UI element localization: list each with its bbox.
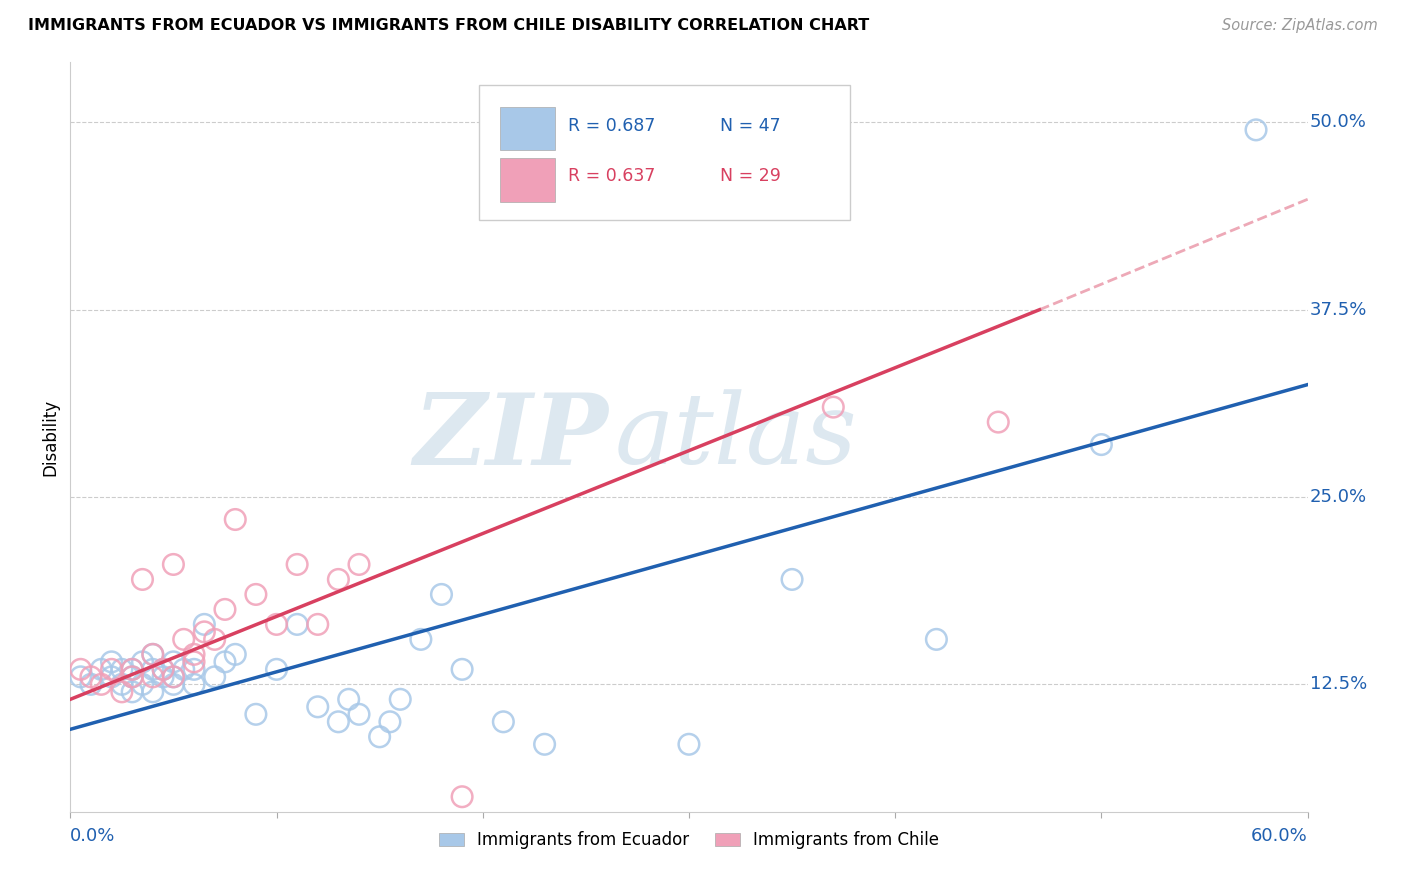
Point bbox=[204, 632, 226, 647]
Point bbox=[987, 415, 1010, 429]
Point bbox=[214, 602, 236, 616]
FancyBboxPatch shape bbox=[499, 107, 555, 150]
Point bbox=[307, 617, 329, 632]
Point bbox=[131, 573, 153, 587]
Point bbox=[204, 670, 226, 684]
Point bbox=[451, 789, 474, 804]
FancyBboxPatch shape bbox=[478, 85, 849, 219]
Point bbox=[142, 685, 165, 699]
Point bbox=[1244, 123, 1267, 137]
Point bbox=[80, 677, 103, 691]
Point bbox=[131, 677, 153, 691]
Text: ZIP: ZIP bbox=[413, 389, 609, 485]
Text: N = 29: N = 29 bbox=[720, 168, 780, 186]
Point bbox=[328, 714, 350, 729]
Point bbox=[337, 692, 360, 706]
Point bbox=[266, 662, 288, 676]
Point bbox=[224, 512, 246, 526]
Point bbox=[100, 662, 122, 676]
Point bbox=[121, 670, 143, 684]
Text: R = 0.687: R = 0.687 bbox=[568, 117, 655, 135]
Point bbox=[162, 558, 184, 572]
Text: atlas: atlas bbox=[614, 390, 858, 484]
Point bbox=[142, 662, 165, 676]
Point bbox=[285, 558, 308, 572]
Point bbox=[142, 648, 165, 662]
Point bbox=[69, 670, 91, 684]
Point bbox=[347, 707, 370, 722]
Text: 12.5%: 12.5% bbox=[1310, 675, 1367, 693]
Point bbox=[152, 670, 174, 684]
Point bbox=[100, 655, 122, 669]
Point bbox=[678, 737, 700, 751]
Point bbox=[121, 662, 143, 676]
Point bbox=[183, 648, 205, 662]
Text: 37.5%: 37.5% bbox=[1310, 301, 1368, 318]
Point bbox=[152, 662, 174, 676]
Text: 60.0%: 60.0% bbox=[1251, 827, 1308, 845]
Point bbox=[328, 573, 350, 587]
Point bbox=[90, 677, 112, 691]
Point bbox=[533, 737, 555, 751]
Text: 0.0%: 0.0% bbox=[70, 827, 115, 845]
Point bbox=[378, 714, 401, 729]
Text: Source: ZipAtlas.com: Source: ZipAtlas.com bbox=[1222, 18, 1378, 33]
Point bbox=[245, 707, 267, 722]
Point bbox=[142, 670, 165, 684]
Point bbox=[224, 648, 246, 662]
Point bbox=[183, 677, 205, 691]
Point bbox=[162, 670, 184, 684]
Point bbox=[162, 655, 184, 669]
Text: R = 0.637: R = 0.637 bbox=[568, 168, 655, 186]
Point bbox=[245, 587, 267, 601]
Point bbox=[193, 617, 215, 632]
Point bbox=[183, 655, 205, 669]
Point bbox=[142, 648, 165, 662]
Point bbox=[80, 670, 103, 684]
Point bbox=[162, 670, 184, 684]
Text: N = 47: N = 47 bbox=[720, 117, 780, 135]
Text: IMMIGRANTS FROM ECUADOR VS IMMIGRANTS FROM CHILE DISABILITY CORRELATION CHART: IMMIGRANTS FROM ECUADOR VS IMMIGRANTS FR… bbox=[28, 18, 869, 33]
Point bbox=[90, 662, 112, 676]
Y-axis label: Disability: Disability bbox=[41, 399, 59, 475]
Point bbox=[121, 670, 143, 684]
Point bbox=[1090, 437, 1112, 451]
Point bbox=[409, 632, 432, 647]
Text: 25.0%: 25.0% bbox=[1310, 488, 1367, 506]
Point bbox=[266, 617, 288, 632]
Point bbox=[162, 677, 184, 691]
Point bbox=[307, 699, 329, 714]
Point bbox=[451, 662, 474, 676]
Legend: Immigrants from Ecuador, Immigrants from Chile: Immigrants from Ecuador, Immigrants from… bbox=[433, 824, 945, 855]
Point bbox=[183, 662, 205, 676]
Point bbox=[111, 685, 134, 699]
Point bbox=[368, 730, 391, 744]
Text: 50.0%: 50.0% bbox=[1310, 113, 1367, 131]
Point bbox=[100, 670, 122, 684]
Point bbox=[69, 662, 91, 676]
Point bbox=[152, 662, 174, 676]
Point bbox=[925, 632, 948, 647]
Point bbox=[347, 558, 370, 572]
Point bbox=[131, 655, 153, 669]
Point bbox=[823, 400, 845, 414]
FancyBboxPatch shape bbox=[499, 158, 555, 202]
Point bbox=[430, 587, 453, 601]
Point bbox=[111, 662, 134, 676]
Point bbox=[121, 662, 143, 676]
Point bbox=[121, 685, 143, 699]
Point bbox=[285, 617, 308, 632]
Point bbox=[193, 624, 215, 639]
Point bbox=[173, 662, 195, 676]
Point bbox=[111, 677, 134, 691]
Point bbox=[173, 632, 195, 647]
Point bbox=[492, 714, 515, 729]
Point bbox=[214, 655, 236, 669]
Point bbox=[780, 573, 803, 587]
Point bbox=[389, 692, 412, 706]
